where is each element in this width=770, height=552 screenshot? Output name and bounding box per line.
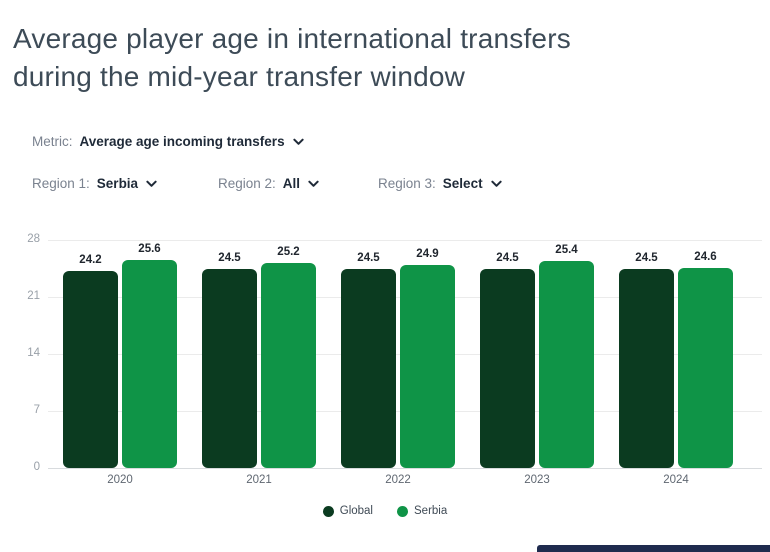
y-axis-tick-28: 28: [27, 233, 40, 245]
region2-label: Region 2:: [218, 176, 276, 191]
x-axis-label-2021: 2021: [246, 474, 272, 486]
metric-dropdown[interactable]: Metric: Average age incoming transfers: [32, 134, 304, 149]
bar-value-label-global-2020: 24.2: [79, 253, 102, 266]
legend-item-serbia[interactable]: Serbia: [397, 505, 447, 517]
region2-value: All: [282, 176, 301, 191]
metric-value: Average age incoming transfers: [79, 134, 285, 149]
region1-dropdown[interactable]: Region 1: Serbia: [32, 176, 157, 191]
bar-global-2021[interactable]: [202, 268, 257, 468]
gridline-28: [48, 240, 762, 241]
bar-value-label-serbia-2024: 24.6: [694, 250, 717, 263]
legend-label-global: Global: [339, 505, 373, 517]
y-axis-tick-0: 0: [33, 461, 40, 473]
y-axis-tick-7: 7: [33, 404, 40, 416]
bar-global-2022[interactable]: [341, 268, 396, 468]
bar-value-label-serbia-2021: 25.2: [277, 245, 300, 258]
y-axis-tick-14: 14: [27, 347, 40, 359]
bar-value-label-serbia-2020: 25.6: [138, 242, 161, 255]
region1-label: Region 1:: [32, 176, 90, 191]
gridline-0: [48, 468, 762, 469]
x-axis-label-2020: 2020: [107, 474, 133, 486]
chevron-down-icon: [292, 138, 304, 145]
chevron-down-icon: [490, 180, 502, 187]
bar-value-label-global-2021: 24.5: [218, 251, 241, 264]
region1-value: Serbia: [96, 176, 139, 191]
x-axis-label-2024: 2024: [663, 474, 689, 486]
region3-value: Select: [442, 176, 483, 191]
region2-dropdown[interactable]: Region 2: All: [218, 176, 319, 191]
x-axis-label-2023: 2023: [524, 474, 550, 486]
bar-serbia-2022[interactable]: [400, 265, 455, 468]
legend-item-global[interactable]: Global: [322, 505, 373, 517]
bar-serbia-2020[interactable]: [122, 259, 177, 468]
bar-global-2024[interactable]: [619, 268, 674, 468]
page-title: Average player age in international tran…: [13, 20, 713, 95]
bar-value-label-global-2022: 24.5: [357, 251, 380, 264]
legend-dot-global: [322, 505, 334, 517]
bar-global-2020[interactable]: [63, 270, 118, 468]
legend-label-serbia: Serbia: [414, 505, 448, 517]
bar-value-label-global-2024: 24.5: [635, 251, 658, 264]
bar-value-label-serbia-2022: 24.9: [416, 248, 439, 261]
bar-value-label-global-2023: 24.5: [496, 251, 519, 264]
chart-legend: Global Serbia: [0, 505, 770, 517]
bar-value-label-serbia-2023: 25.4: [555, 244, 578, 257]
bar-global-2023[interactable]: [480, 268, 535, 468]
legend-dot-serbia: [397, 505, 408, 517]
region3-dropdown[interactable]: Region 3: Select: [378, 176, 502, 191]
partially-visible-widget[interactable]: [537, 545, 770, 552]
page-title-line-2: during the mid-year transfer window: [13, 60, 466, 92]
chevron-down-icon: [308, 180, 319, 187]
x-axis-label-2022: 2022: [385, 474, 411, 486]
metric-label: Metric:: [32, 134, 73, 149]
y-axis-tick-21: 21: [27, 290, 40, 302]
bar-serbia-2021[interactable]: [261, 262, 316, 468]
bar-serbia-2024[interactable]: [678, 267, 733, 468]
page-title-line-1: Average player age in international tran…: [13, 23, 571, 54]
chevron-down-icon: [146, 180, 157, 187]
region3-label: Region 3:: [378, 176, 436, 191]
bar-serbia-2023[interactable]: [539, 261, 594, 468]
